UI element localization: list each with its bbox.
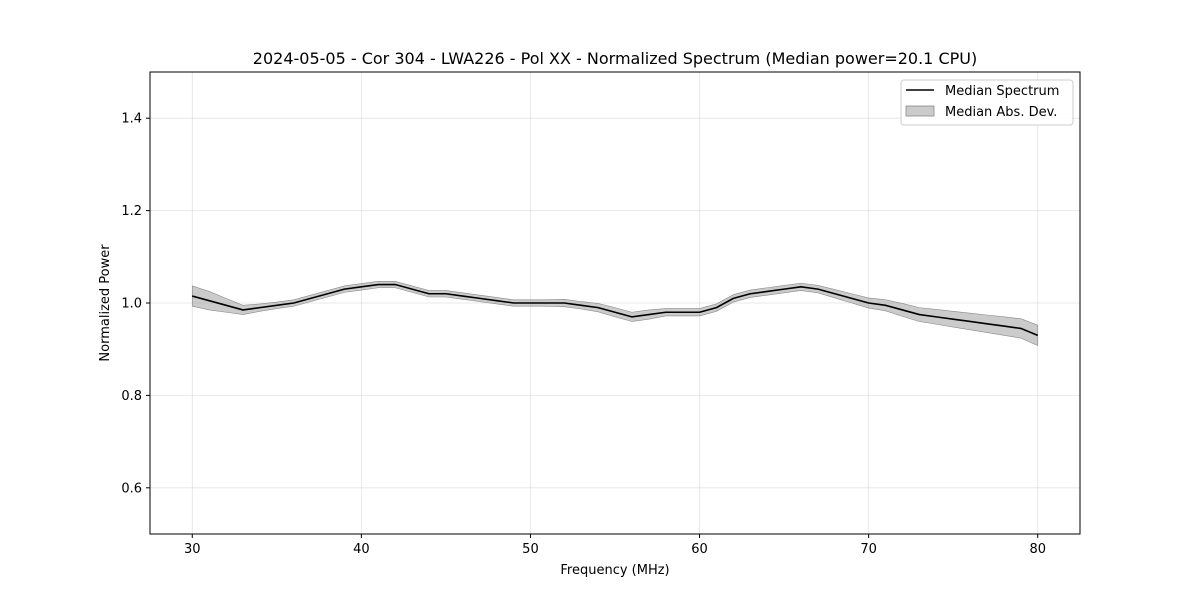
band-layer	[191, 280, 1039, 346]
x-tick-label: 30	[184, 542, 201, 557]
line-layer	[192, 283, 1039, 337]
median-abs-dev-band	[191, 280, 1039, 346]
legend-label-median-abs-dev: Median Abs. Dev.	[945, 105, 1057, 120]
legend-box	[900, 79, 1074, 126]
x-axis-ticks: 30 40 50 60 70 80	[184, 534, 1046, 557]
y-axis-ticks: 0.6 0.8 1.0 1.2 1.4	[121, 112, 150, 496]
y-tick-label: 0.6	[121, 481, 142, 496]
x-tick-label: 50	[522, 542, 539, 557]
chart-title: 2024-05-05 - Cor 304 - LWA226 - Pol XX -…	[253, 49, 977, 68]
legend-label-median-spectrum: Median Spectrum	[945, 84, 1059, 99]
x-tick-label: 40	[353, 542, 370, 557]
x-tick-label: 60	[691, 542, 708, 557]
x-axis-label: Frequency (MHz)	[560, 563, 669, 578]
y-tick-label: 1.0	[121, 297, 142, 312]
x-tick-label: 70	[860, 542, 877, 557]
y-tick-label: 0.8	[121, 389, 142, 404]
legend: Median Spectrum Median Abs. Dev.	[900, 79, 1074, 126]
legend-band-swatch	[905, 105, 935, 117]
y-tick-label: 1.4	[121, 112, 142, 127]
y-axis-label: Normalized Power	[98, 244, 113, 362]
y-tick-label: 1.2	[121, 204, 142, 219]
x-tick-label: 80	[1029, 542, 1046, 557]
